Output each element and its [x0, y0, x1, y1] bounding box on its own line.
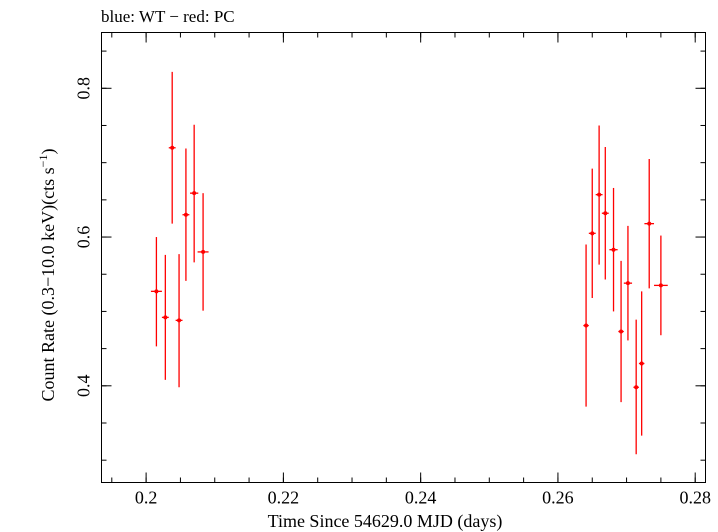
point-marker: [192, 191, 197, 196]
point-marker: [177, 318, 182, 323]
point-marker: [634, 385, 639, 390]
point-marker: [201, 249, 206, 254]
data-point: [595, 125, 603, 265]
point-marker: [163, 315, 168, 320]
x-tick-label: 0.28: [679, 488, 711, 508]
y-axis-label: Count Rate (0.3−10.0 keV)(cts s−1): [36, 149, 59, 402]
data-point: [161, 254, 169, 380]
point-marker: [170, 145, 175, 150]
point-marker: [183, 212, 188, 217]
y-tick-label: 0.6: [74, 226, 94, 249]
x-tick-label: 0.2: [135, 488, 158, 508]
y-tick-label: 0.4: [74, 375, 94, 398]
y-axis-label-superscript: −1: [36, 155, 50, 168]
data-point: [583, 244, 589, 407]
point-marker: [590, 231, 595, 236]
y-tick-label: 0.8: [74, 77, 94, 100]
point-marker: [647, 221, 652, 226]
x-axis-label: Time Since 54629.0 MJD (days): [268, 511, 503, 532]
point-marker: [154, 289, 159, 294]
x-tick-label: 0.24: [405, 488, 437, 508]
point-marker: [584, 323, 589, 328]
y-axis-ticks: 0.4 0.6 0.8: [74, 50, 706, 461]
data-point: [150, 237, 162, 347]
x-axis-ticks: 0.2 0.22 0.24 0.26 0.28: [111, 32, 711, 508]
chart-title: blue: WT − red: PC: [101, 7, 235, 26]
data-point: [654, 235, 668, 336]
data-point: [609, 187, 618, 312]
y-axis-label-main: Count Rate (0.3−10.0 keV)(cts s: [38, 167, 59, 401]
data-point: [601, 147, 609, 280]
point-marker: [639, 361, 644, 366]
data-point: [588, 168, 596, 299]
y-axis-label-tail: ): [38, 149, 59, 155]
plot-frame: [101, 32, 706, 483]
data-point: [633, 319, 639, 455]
data-point: [175, 254, 183, 388]
x-tick-label: 0.26: [542, 488, 574, 508]
data-point: [168, 71, 176, 224]
data-point: [638, 291, 645, 436]
data-point: [618, 260, 624, 403]
point-marker: [658, 283, 663, 288]
point-marker: [625, 281, 630, 286]
point-marker: [603, 211, 608, 216]
data-point: [197, 193, 209, 311]
point-marker: [619, 329, 624, 334]
x-tick-label: 0.22: [268, 488, 300, 508]
data-series-pc: [150, 71, 668, 455]
data-point: [644, 158, 655, 289]
point-marker: [597, 192, 602, 197]
data-point: [182, 148, 190, 281]
point-marker: [611, 247, 616, 252]
data-point: [623, 225, 633, 341]
data-point: [190, 124, 199, 263]
